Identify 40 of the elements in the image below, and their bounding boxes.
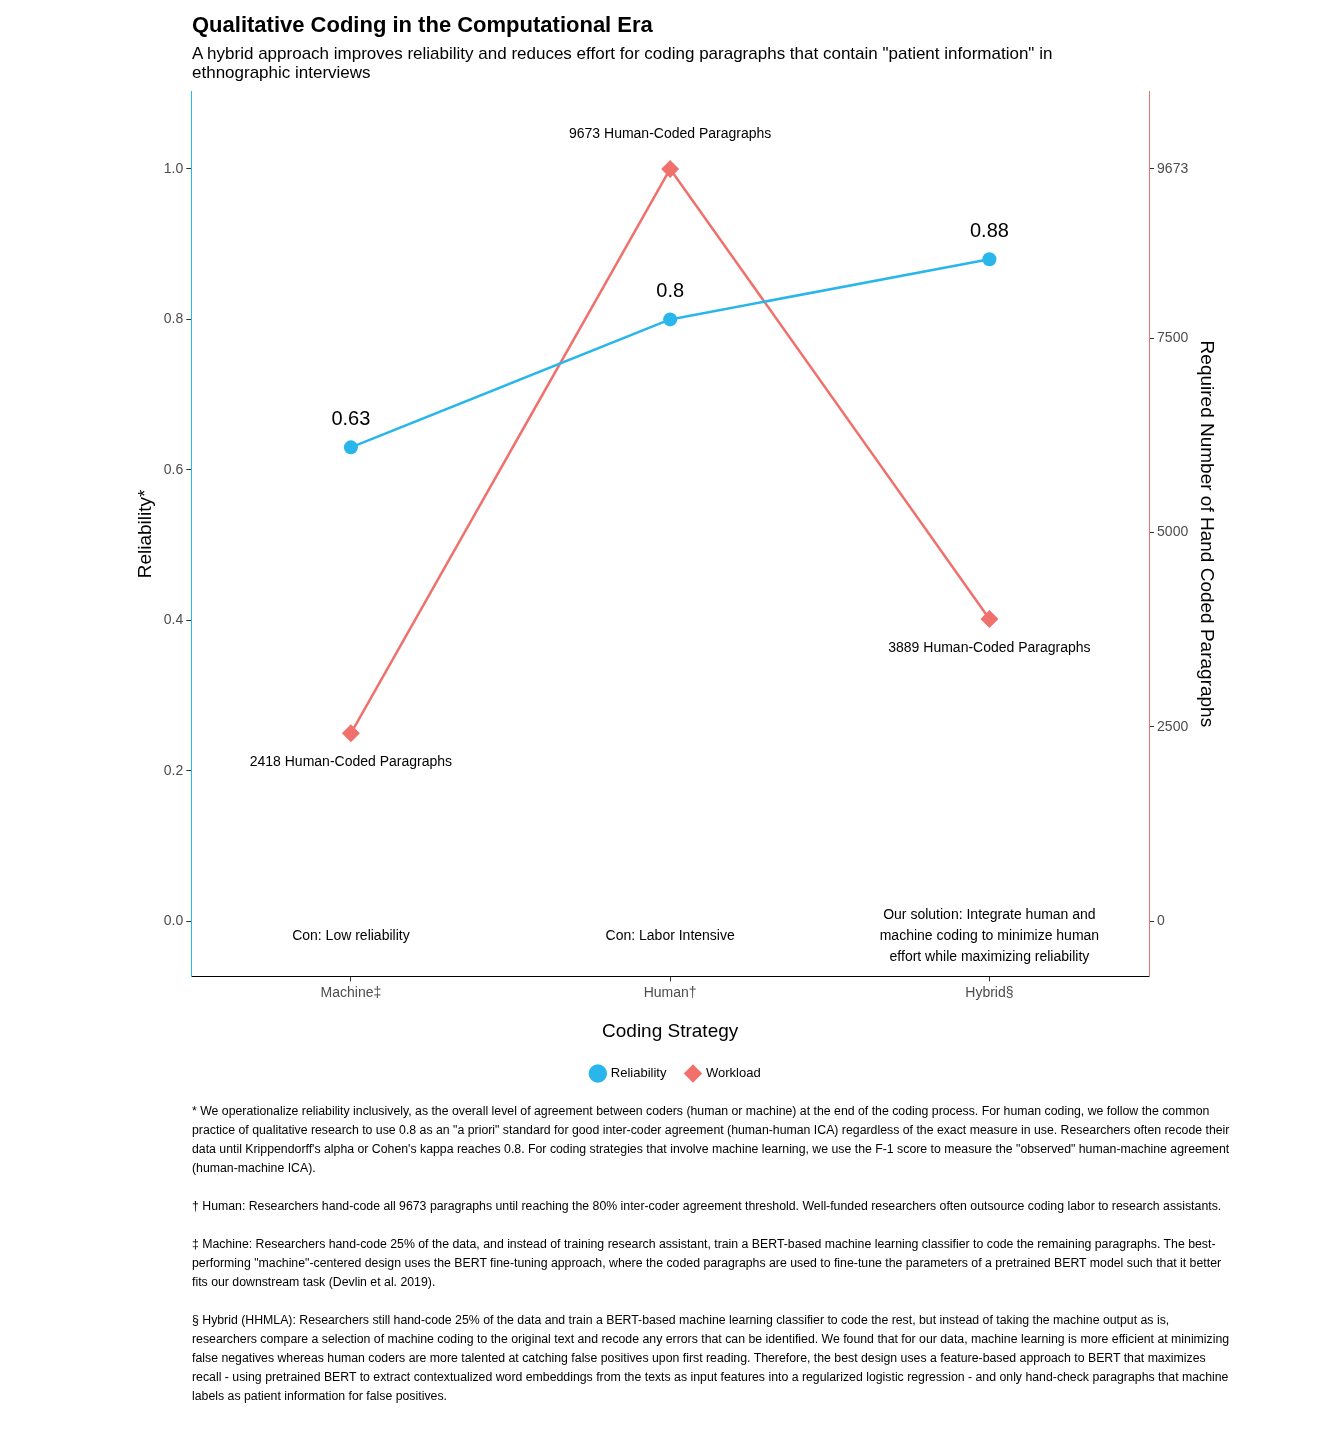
point [982,252,997,267]
y-axis-title: Reliability* [133,488,155,579]
text: * We operationalize reliability inclusively, as the overall level of agreement between coders (human or machine) at the end of the coding process. For human coding, we follow the common practice of qualitative research to use 0.8 as an "a priori" standard for good inter-coder agreement (human-human ICA) regardless of the exact measure in use. Researchers often recode their data until Krippendorff's alpha or Cohen's kappa reaches 0.8. For coding strategies that involve machine learning, we use the F-1 score to measure the "observed" human-machine agreement (human-machine ICA). [192,1103,1231,1177]
legend-label: Reliability [610,1065,667,1081]
point [343,440,358,455]
y2-axis-title: Required Number of Hand Coded Paragraphs [1197,340,1219,728]
x-tick-label: Hybrid§ [965,983,1014,1000]
y-tick-label: 0.0 [163,912,184,929]
y2-tick-label: 2500 [1157,717,1189,734]
y-tick-label: 0.6 [163,460,184,477]
y2-tick-label: 9673 [1157,159,1189,176]
data-label: 0.8 [656,278,685,301]
y-tick-label: 0.4 [163,611,184,628]
y2-tick-label: 5000 [1157,523,1189,540]
data-label: 2418 Human-Coded Paragraphs [249,753,453,770]
text: ‡ Machine: Researchers hand-code 25% of the data, and instead of training research assistant, train a BERT-based machine learning classifier to code the remaining paragraphs. The best-performing "machine"-centered design uses the BERT fine-tuning approach, where the coded paragraphs are used to fine-tune the parameters of a pretrained BERT model such that it better fits our downstream task (Devlin et al. 2019). [192,1236,1223,1291]
point [663,312,678,327]
x-tick-label: Machine‡ [320,983,382,1000]
annotation: Our solution: Integrate human and machine coding to minimize human effort while maximizing reliability [879,906,1100,965]
x-axis-title: Coding Strategy [602,1019,739,1041]
chart-subtitle: A hybrid approach improves reliability and reduces effort for coding paragraphs that contain "patient information" in ethnographic interviews [192,44,1054,82]
point [341,724,360,743]
data-label: 0.63 [331,406,371,429]
point [980,609,999,628]
data-label: 3889 Human-Coded Paragraphs [888,638,1091,655]
y2-tick-label: 0 [1157,912,1166,929]
x-tick-label: Human† [643,983,697,1000]
data-label: 0.88 [969,218,1009,241]
annotation: Con: Labor Intensive [605,927,735,944]
chart-title: Qualitative Coding in the Computational Era [192,12,653,38]
text: § Hybrid (HHMLA): Researchers still hand-code 25% of the data and train a BERT-based machine learning classifier to code the rest, but instead of taking the machine output as is, researchers compare a selection of machine coding to the original text and recode any errors that can be identified. We found that for our data, machine learning is more efficient at minimizing false negatives whereas human coders are more talented at catching false positives upon first reading. Therefore, the best design uses a feature-based approach to BERT that maximizes recall - using pretrained BERT to extract contextualized word embeddings from the texts as input features into a regularized logistic regression - and only hand-check paragraphs that machine labels as patient information for false positives. [192,1312,1231,1405]
data-label: 9673 Human-Coded Paragraphs [568,124,772,141]
y-tick-label: 0.8 [163,310,184,327]
annotation: Con: Low reliability [292,927,410,944]
point [661,159,680,178]
y2-tick-label: 7500 [1157,328,1189,345]
text: † Human: Researchers hand-code all 9673 paragraphs until reaching the 80% inter-coder agreement threshold. Well-funded researchers often outsource coding labor to research assistants. [192,1198,1223,1215]
y-tick-label: 1.0 [163,159,184,176]
y-tick-label: 0.2 [163,761,184,778]
legend-label: Workload [705,1065,761,1081]
